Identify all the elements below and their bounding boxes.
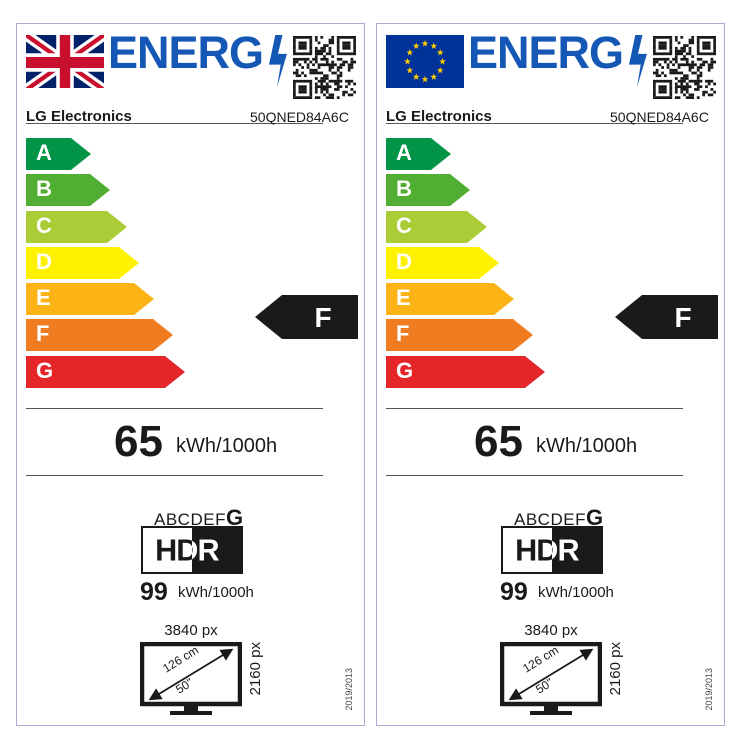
svg-text:F: F [674,302,691,333]
svg-text:F: F [314,302,331,333]
